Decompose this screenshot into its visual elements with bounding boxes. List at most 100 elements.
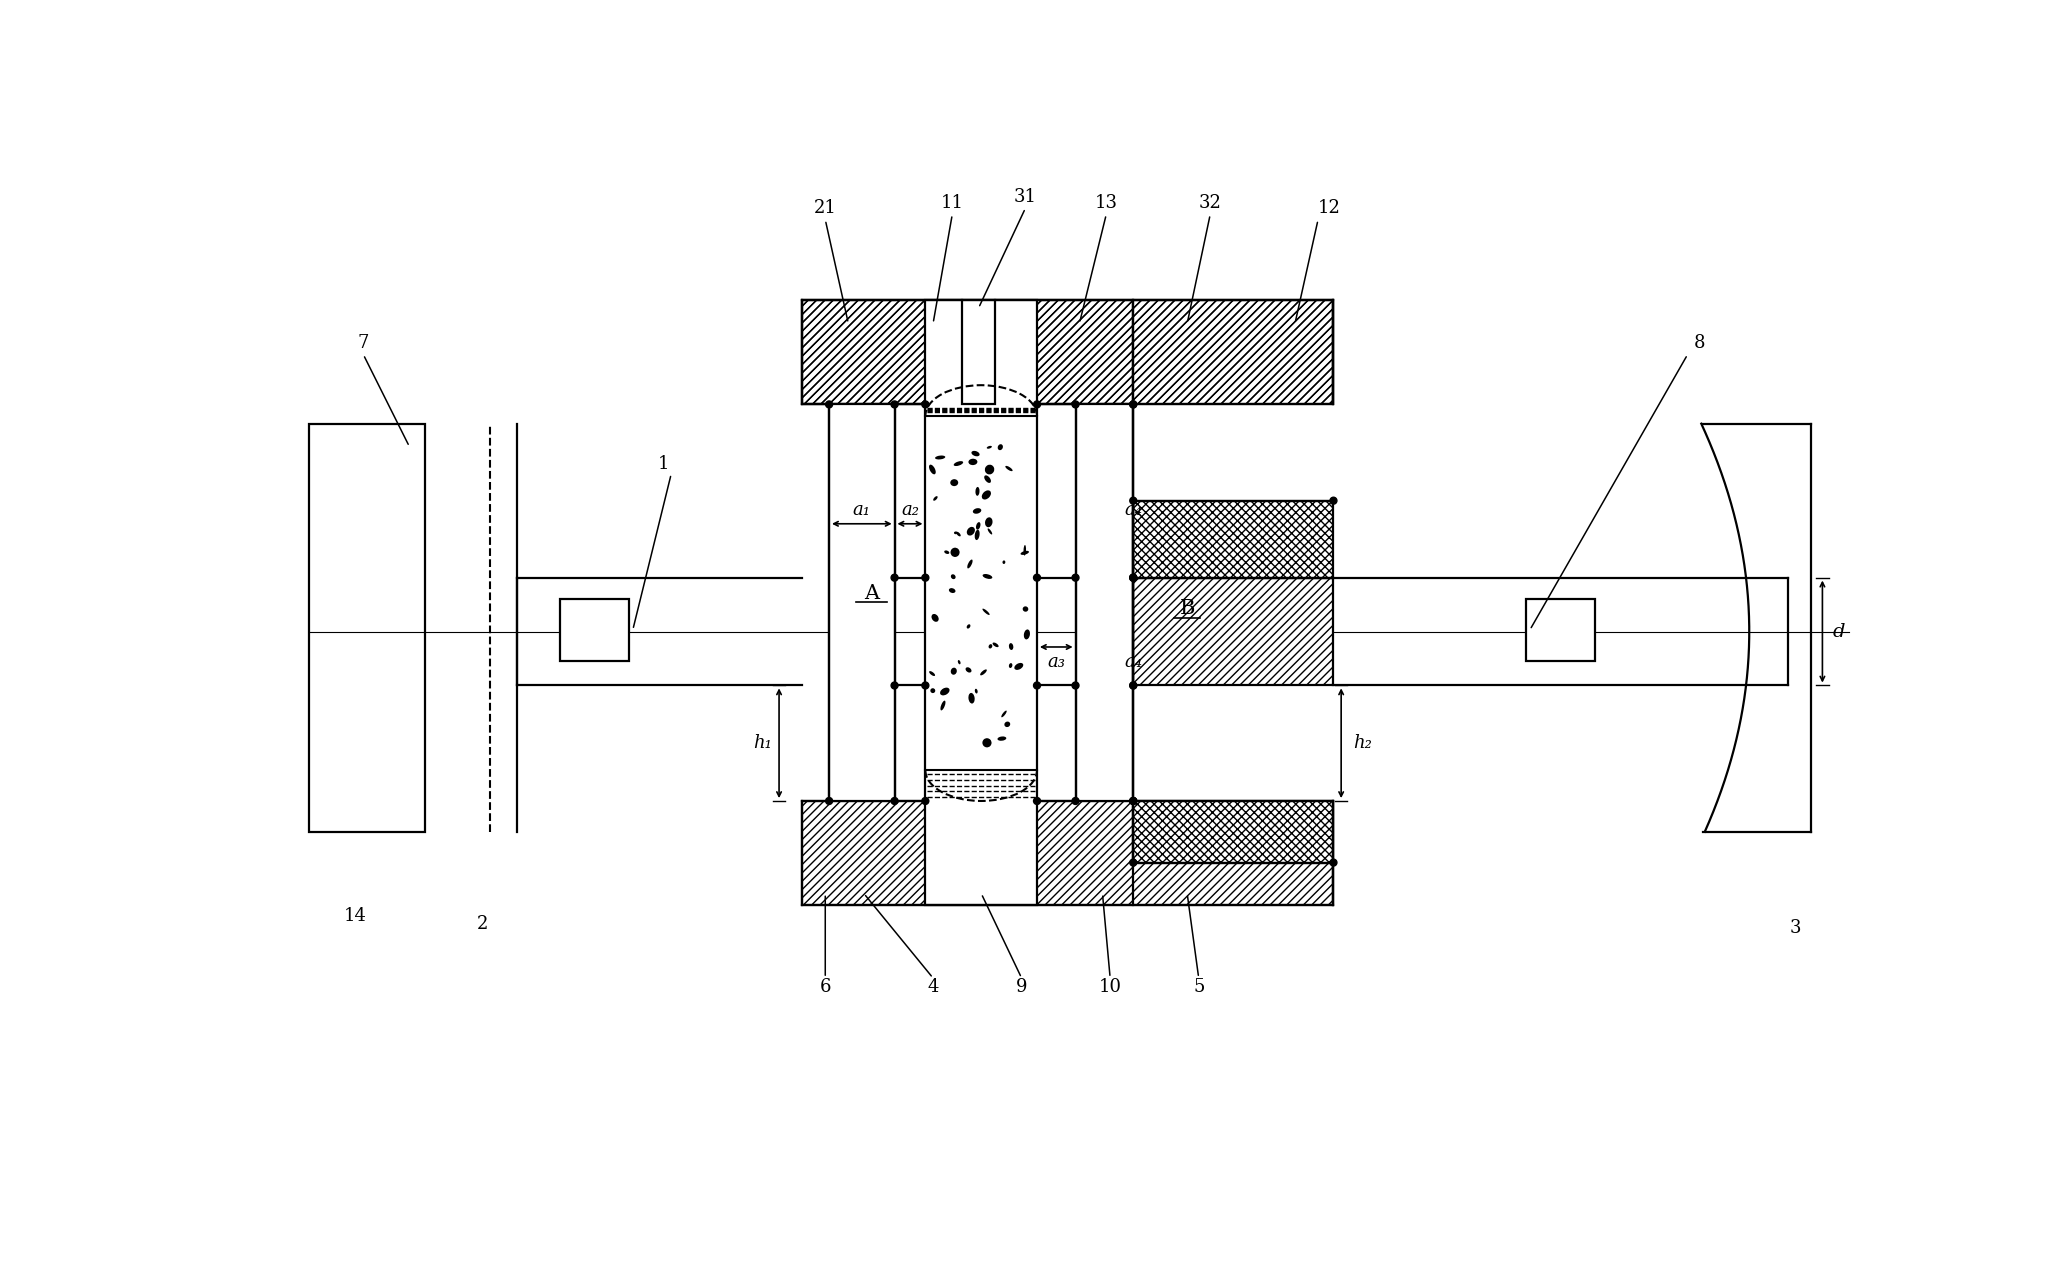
Ellipse shape — [941, 701, 945, 711]
Circle shape — [826, 401, 832, 408]
Circle shape — [923, 401, 929, 408]
Ellipse shape — [931, 688, 935, 693]
Ellipse shape — [972, 450, 980, 457]
Ellipse shape — [974, 688, 978, 693]
Ellipse shape — [1005, 466, 1013, 471]
Circle shape — [1071, 401, 1079, 408]
Text: a₄: a₄ — [1125, 654, 1141, 672]
Ellipse shape — [952, 548, 960, 557]
Ellipse shape — [966, 527, 974, 536]
Ellipse shape — [949, 588, 956, 593]
Ellipse shape — [929, 464, 935, 474]
Circle shape — [1129, 682, 1137, 689]
Ellipse shape — [929, 672, 935, 675]
Text: a₂: a₂ — [902, 501, 918, 519]
Ellipse shape — [954, 532, 958, 534]
Ellipse shape — [993, 642, 999, 647]
Bar — [310, 424, 425, 832]
Bar — [559, 599, 630, 661]
Ellipse shape — [982, 738, 991, 748]
Ellipse shape — [982, 608, 989, 614]
Ellipse shape — [1024, 544, 1026, 556]
Circle shape — [1329, 497, 1337, 504]
Ellipse shape — [987, 528, 993, 534]
Text: 11: 11 — [941, 193, 964, 211]
Ellipse shape — [976, 522, 980, 529]
Circle shape — [1034, 682, 1040, 689]
Text: a₃: a₃ — [1046, 654, 1065, 672]
Bar — [518, 577, 803, 686]
Bar — [830, 404, 894, 801]
Text: 14: 14 — [345, 907, 367, 926]
Ellipse shape — [943, 551, 949, 555]
Ellipse shape — [1020, 551, 1030, 555]
Circle shape — [1129, 798, 1137, 804]
Ellipse shape — [976, 487, 980, 496]
Text: 6: 6 — [819, 978, 832, 996]
Text: 10: 10 — [1098, 978, 1121, 996]
Ellipse shape — [987, 446, 993, 449]
Text: 31: 31 — [1013, 187, 1036, 206]
Text: h₂: h₂ — [1354, 734, 1373, 752]
Ellipse shape — [956, 532, 960, 537]
Text: 2: 2 — [477, 915, 489, 934]
Ellipse shape — [985, 518, 993, 527]
Ellipse shape — [980, 669, 987, 675]
Circle shape — [1034, 574, 1040, 581]
Ellipse shape — [982, 490, 991, 500]
Bar — [925, 443, 1036, 747]
Circle shape — [1129, 798, 1137, 804]
Circle shape — [1329, 859, 1337, 866]
Text: 13: 13 — [1094, 193, 1119, 211]
Text: 4: 4 — [927, 978, 939, 996]
Bar — [1333, 577, 1787, 686]
Ellipse shape — [952, 668, 958, 674]
Text: 5: 5 — [1193, 978, 1205, 996]
Circle shape — [1129, 574, 1137, 581]
Bar — [803, 300, 1333, 404]
Ellipse shape — [982, 574, 993, 579]
Text: 7: 7 — [357, 333, 369, 352]
Ellipse shape — [997, 736, 1007, 740]
Text: 3: 3 — [1789, 920, 1802, 937]
Circle shape — [892, 798, 898, 804]
Ellipse shape — [968, 560, 972, 569]
Ellipse shape — [997, 444, 1003, 450]
Ellipse shape — [966, 625, 970, 628]
Ellipse shape — [952, 574, 956, 579]
Ellipse shape — [1022, 607, 1028, 612]
Circle shape — [923, 682, 929, 689]
Ellipse shape — [1005, 721, 1009, 728]
Text: 32: 32 — [1199, 193, 1222, 211]
Circle shape — [1129, 497, 1137, 504]
Ellipse shape — [931, 614, 939, 622]
Circle shape — [923, 798, 929, 804]
Ellipse shape — [974, 529, 980, 541]
Ellipse shape — [939, 688, 949, 696]
Text: 1: 1 — [658, 454, 669, 473]
Text: 8: 8 — [1692, 333, 1705, 352]
Circle shape — [826, 798, 832, 804]
Bar — [962, 300, 995, 404]
Circle shape — [1071, 574, 1079, 581]
Text: d: d — [1833, 622, 1845, 641]
Text: 12: 12 — [1319, 200, 1342, 218]
Bar — [803, 801, 1333, 904]
Bar — [1133, 300, 1333, 404]
Ellipse shape — [1003, 561, 1005, 563]
Circle shape — [1129, 798, 1137, 804]
Ellipse shape — [985, 464, 995, 474]
Circle shape — [1071, 798, 1079, 804]
Ellipse shape — [958, 660, 960, 664]
Ellipse shape — [985, 476, 991, 483]
Bar — [1075, 404, 1133, 801]
Text: A: A — [865, 584, 879, 603]
Ellipse shape — [1024, 630, 1030, 640]
Circle shape — [1071, 682, 1079, 689]
Bar — [803, 300, 962, 404]
Ellipse shape — [966, 668, 972, 673]
Ellipse shape — [968, 459, 978, 466]
Circle shape — [1129, 574, 1137, 581]
Bar — [1525, 599, 1595, 661]
Text: 21: 21 — [813, 200, 836, 218]
